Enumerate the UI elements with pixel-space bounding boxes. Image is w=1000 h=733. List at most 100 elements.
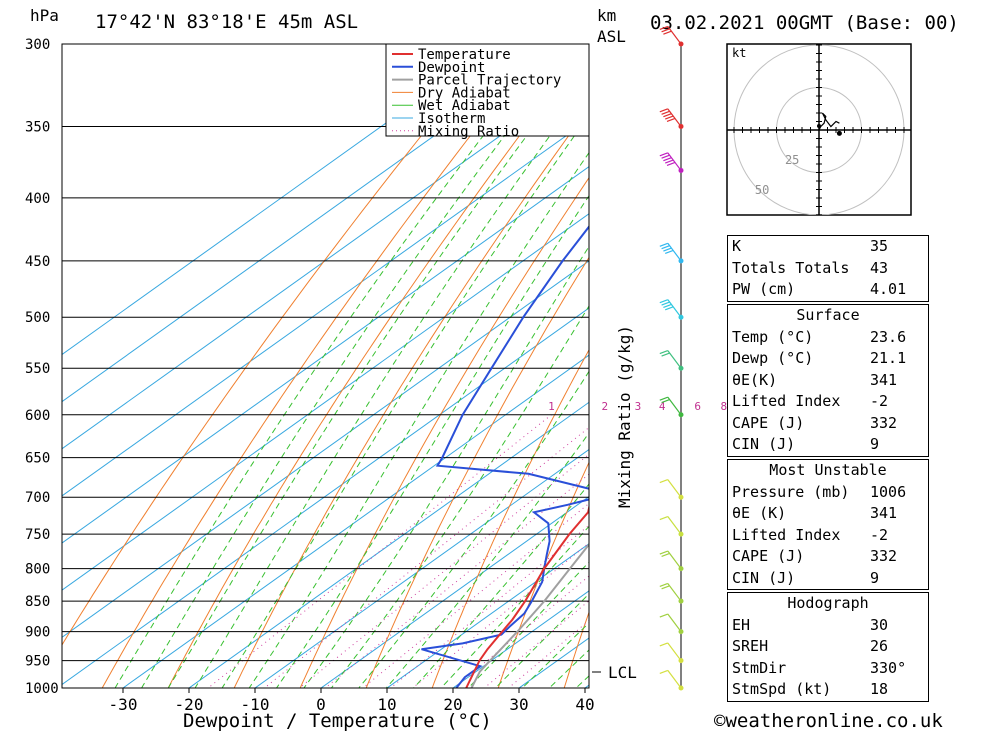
temperature-tick-label: 40 (575, 695, 594, 714)
row-value: 1006 (870, 482, 907, 501)
wind-barb-flag (661, 154, 670, 159)
wind-barb-flag (663, 113, 672, 118)
hodograph-ring-label: 50 (755, 183, 769, 197)
row-value: 341 (870, 504, 898, 522)
table-row: CIN (J) 9 (728, 568, 928, 590)
wet-adiabat-line (303, 245, 589, 688)
wind-barb (659, 479, 684, 500)
wind-barbs (659, 25, 684, 691)
legend-label: Isotherm (418, 111, 485, 127)
mixing-ratio-label: 3 (635, 400, 642, 413)
row-value: 9 (870, 568, 880, 587)
hodograph: 25 50 75 (727, 44, 911, 215)
wind-barb (659, 515, 684, 537)
row-value: -2 (870, 525, 889, 544)
wind-barb-flag (659, 613, 669, 618)
wind-barb-flag (661, 28, 670, 33)
row-label: StmSpd (kt) (732, 680, 832, 698)
row-value: -2 (870, 392, 889, 410)
table-section-title: Surface (728, 305, 928, 327)
pressure-tick-label: 500 (25, 310, 50, 326)
wind-barb-flag (659, 152, 669, 157)
pressure-tick-label: 900 (25, 625, 50, 641)
legend-label: Wet Adiabat (418, 98, 511, 114)
row-label: SREH (732, 637, 769, 655)
wind-barb-flag (659, 299, 669, 304)
dewpoint-line (421, 225, 589, 688)
legend-label: Mixing Ratio (418, 124, 519, 140)
wind-barb-flag (661, 552, 670, 558)
wet-adiabat-line (494, 593, 589, 688)
pressure-axis: 300 350 400 450 500 550 600 650 700 750 800 850 900 9… (25, 37, 59, 697)
mixing-ratio-label: 8 (721, 400, 728, 413)
wind-barb-flag (659, 582, 669, 588)
section-title: Surface (796, 306, 860, 324)
dry-adiabat-line (233, 106, 589, 688)
temperature-axis: -30 -20 -10 0 10 20 30 40 (109, 688, 595, 714)
pressure-tick-label: 850 (25, 594, 50, 610)
wind-barb-flag (661, 585, 670, 590)
table-section-title: Hodograph (728, 593, 928, 615)
row-label: Dewp (°C) (732, 349, 814, 367)
wind-barb-flag (659, 396, 669, 401)
row-value: 332 (870, 547, 898, 565)
table-section-title: Most Unstable (728, 460, 928, 482)
isotherm-line (452, 590, 589, 688)
isotherm-line (254, 448, 589, 688)
table-row: Temp (°C) 23.6 (728, 327, 928, 349)
wind-barb (659, 642, 684, 664)
wind-barb-flag (664, 249, 674, 255)
isotherm-line (188, 401, 589, 688)
wind-barb (659, 108, 684, 129)
pressure-tick-label: 750 (25, 527, 50, 543)
station-label: 17°42'N 83°18'E 45m ASL (95, 11, 358, 33)
row-label: Lifted Index (732, 525, 841, 544)
wind-barb (659, 396, 684, 418)
table-row: Totals Totals 43 (728, 258, 928, 280)
dry-adiabat-line (958, 7, 1000, 714)
hodograph-trace (818, 112, 840, 131)
wind-barb-flag (659, 108, 669, 113)
isotherm-line (386, 543, 589, 688)
wet-adiabat-line (440, 525, 589, 688)
hpa-unit-label: hPa (30, 6, 59, 25)
row-label: θE (K) (732, 504, 787, 522)
parcel-trajectory-line (470, 542, 589, 688)
hodograph-ring-label: 25 (785, 153, 799, 167)
temperature-tick-label: 30 (509, 695, 528, 714)
wet-adiabat-line (141, 44, 576, 688)
table-row: K 35 (728, 236, 928, 258)
wind-barb-flag (661, 110, 670, 115)
temperature-line (465, 503, 589, 688)
table-row: CAPE (J) 332 (728, 546, 928, 568)
row-label: CIN (J) (732, 568, 796, 587)
wind-barb-flag (659, 642, 669, 647)
hodograph-origin-dot (817, 124, 821, 128)
pressure-tick-label: 950 (25, 654, 50, 670)
pressure-tick-label: 300 (25, 37, 50, 53)
table-row: CIN (J) 9 (728, 434, 928, 456)
wind-barb-flag (663, 303, 672, 309)
wind-barb (659, 613, 684, 635)
wet-adiabat-line (275, 194, 589, 688)
wind-barb-staff (667, 670, 682, 689)
row-label: EH (732, 615, 751, 634)
wind-barb-flag (661, 352, 670, 357)
table-row: SREH 26 (728, 636, 928, 658)
wind-barb-flag (661, 398, 670, 404)
mixing-ratio-label: 2 (602, 400, 609, 413)
general-indices-table: K 35 Totals Totals 43 PW (cm) 4.01 (727, 235, 929, 302)
table-row: StmSpd (kt) 18 (728, 679, 928, 701)
table-row: StmDir 330° (728, 658, 928, 680)
mixing-ratio-label: 1 (548, 400, 555, 413)
wind-barb-flag (659, 350, 669, 355)
table-row: Pressure (mb) 1006 (728, 482, 928, 504)
table-row: PW (cm) 4.01 (728, 279, 928, 301)
dry-adiabat-line (299, 176, 589, 688)
pressure-tick-label: 650 (25, 451, 50, 467)
temperature-tick-label: -30 (109, 695, 138, 714)
dry-adiabat-line (101, 44, 544, 688)
pressure-tick-label: 800 (25, 562, 50, 578)
wind-barb-flag (659, 242, 669, 247)
